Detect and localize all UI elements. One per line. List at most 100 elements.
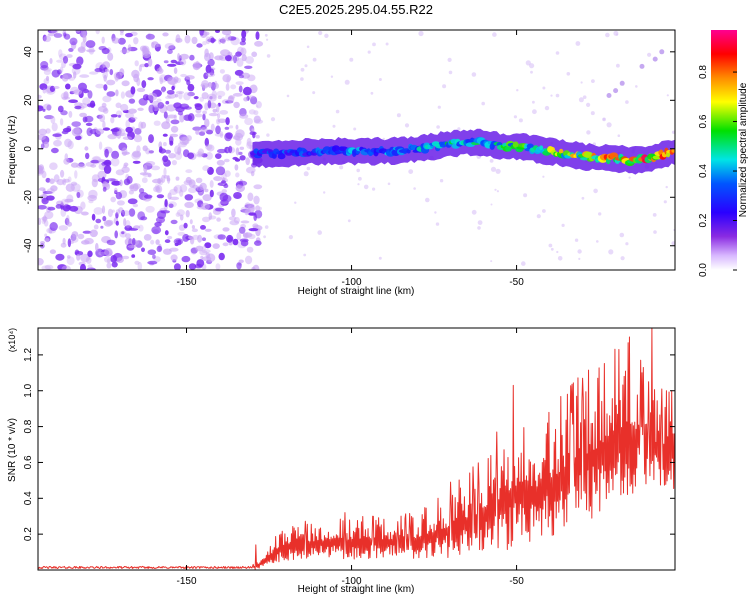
spectrogram-noise-blob	[38, 217, 42, 225]
spectrogram-noise-blob	[78, 82, 87, 92]
spectrogram-speckle	[436, 125, 440, 129]
y-tick-label: 20	[23, 94, 34, 106]
spectrogram-speckle	[330, 75, 334, 78]
spectrogram-noise-blob	[235, 51, 242, 57]
spectrogram-speckle	[635, 85, 638, 88]
spectrogram-noise-blob	[217, 118, 227, 124]
spectrogram-noise-blob	[41, 197, 49, 205]
spectrogram-speckle	[481, 101, 486, 106]
spectrogram-noise-blob	[76, 191, 81, 199]
spectrogram-speckle	[256, 105, 259, 108]
spectrogram-noise-blob	[235, 138, 242, 146]
spectrogram-speckle	[617, 134, 621, 137]
spectrogram-noise-blob	[106, 258, 111, 264]
spectrogram-speckle	[542, 86, 546, 90]
spectrogram-x-label: Height of straight line (km)	[298, 286, 415, 297]
y-tick-label: -20	[23, 190, 34, 205]
spectrogram-noise-blob	[191, 36, 198, 45]
spectrogram-speckle	[591, 79, 595, 83]
spectrogram-noise-blob	[67, 238, 72, 248]
spectrogram-noise-blob	[158, 177, 164, 186]
spectrogram-noise-blob	[246, 246, 254, 253]
spectrogram-noise-blob	[205, 64, 212, 74]
spectrogram-panel: -150 -100 -50 -40 -20 0 20 40 Height of straig…	[7, 29, 676, 297]
spectrogram-speckle	[358, 176, 362, 181]
spectrogram-noise-blob	[242, 232, 253, 238]
spectrogram-noise-blob	[151, 42, 155, 49]
spectrogram-noise-blob	[107, 178, 116, 182]
spectrogram-noise-blob	[221, 30, 232, 36]
spectrogram-noise-blob	[139, 172, 149, 176]
spectrogram-noise-blob	[88, 189, 98, 199]
spectrogram-noise-blob	[239, 146, 245, 150]
spectrogram-noise-blob	[244, 65, 253, 70]
spectrogram-noise-blob	[223, 158, 230, 163]
spectrogram-noise-blob	[228, 95, 236, 100]
spectrogram-noise-blob	[81, 211, 89, 216]
spectrogram-noise-blob	[95, 30, 100, 35]
spectrogram-noise-blob	[61, 74, 69, 82]
spectrogram-speckle	[408, 169, 414, 175]
spectrogram-noise-blob	[255, 31, 260, 40]
spectrogram-noise-blob	[253, 240, 262, 246]
spectrogram-noise-blob	[234, 164, 239, 171]
spectrogram-speckle	[382, 137, 385, 141]
spectrogram-noise-blob	[120, 49, 130, 54]
spectrogram-noise-blob	[233, 192, 242, 199]
spectrogram-noise-blob	[98, 106, 108, 113]
spectrogram-noise-blob	[189, 219, 193, 225]
spectrogram-noise-blob	[185, 169, 193, 174]
spectrogram-noise-blob	[117, 132, 128, 137]
spectrogram-noise-blob	[147, 58, 153, 67]
spectrogram-noise-blob	[177, 53, 181, 61]
spectrogram-noise-blob	[228, 145, 233, 154]
spectrogram-noise-blob	[64, 198, 74, 203]
spectrogram-noise-blob	[76, 163, 86, 169]
spectrogram-noise-blob	[163, 175, 169, 179]
spectrogram-noise-blob	[205, 36, 211, 45]
spectrogram-speckle	[304, 64, 308, 68]
spectrogram-noise-blob	[240, 220, 250, 224]
spectrogram-noise-blob	[38, 258, 44, 266]
spectrogram-speckle	[266, 38, 269, 41]
spectrogram-noise-blob	[62, 178, 67, 186]
spectrogram-noise-blob	[241, 54, 247, 62]
spectrogram-noise-blob	[175, 61, 184, 65]
spectrogram-noise-blob	[162, 32, 169, 37]
spectrogram-noise-blob	[109, 69, 114, 76]
spectrogram-speckle	[555, 51, 560, 55]
spectrogram-noise-blob	[110, 116, 115, 124]
spectrogram-noise-blob	[110, 196, 116, 203]
spectrogram-speckle	[625, 100, 629, 104]
spectrogram-noise-blob	[251, 51, 258, 58]
spectrogram-speckle	[653, 230, 657, 234]
spectrogram-speckle	[561, 223, 565, 227]
spectrogram-noise-blob	[212, 108, 218, 113]
spectrogram-noise-blob	[74, 102, 83, 108]
spectrogram-noise-blob	[40, 143, 45, 150]
snr-y-ticks: 0.2 0.4 0.6 0.8 1.0 1.2	[23, 348, 675, 541]
spectrogram-noise-blob	[115, 102, 122, 109]
spectrogram-noise-blob	[121, 231, 125, 235]
spectrogram-noise-blob	[119, 230, 127, 238]
spectrogram-noise-blob	[127, 244, 137, 248]
spectrogram-noise-blob	[61, 130, 69, 135]
spectrogram-noise-blob	[102, 71, 108, 79]
spectrogram-speckle	[439, 179, 444, 183]
spectrogram-speckle	[477, 220, 483, 226]
spectrogram-noise-blob	[246, 95, 256, 99]
spectrogram-noise-blob	[248, 212, 256, 216]
spectrogram-noise-blob	[91, 178, 98, 188]
spectrogram-speckle	[437, 105, 441, 109]
spectrogram-noise-blob	[45, 238, 50, 243]
spectrogram-noise-blob	[252, 264, 260, 270]
spectrogram-speckle	[442, 84, 447, 89]
spectrogram-noise-blob	[190, 236, 194, 241]
spectrogram-speckle	[566, 72, 571, 76]
spectrogram-noise-blob	[73, 89, 83, 95]
spectrogram-noise-blob	[194, 103, 202, 108]
spectrogram-noise-blob	[209, 189, 214, 198]
spectrogram-noise-blob	[82, 30, 87, 38]
spectrogram-noise-blob	[106, 239, 116, 246]
spectrogram-noise-blob	[141, 247, 145, 253]
